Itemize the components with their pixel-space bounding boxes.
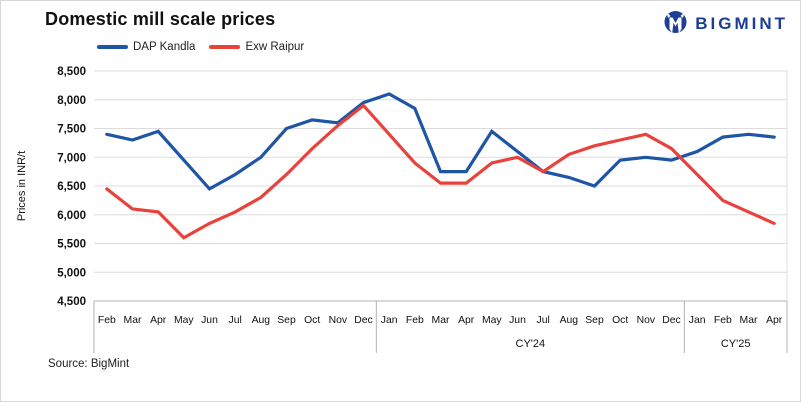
x-axis-labels: Feb Mar Apr May Jun Jul Aug Sep Oct Nov Dec Jan Feb M…: [98, 315, 783, 326]
svg-text:Nov: Nov: [329, 315, 348, 326]
svg-text:8,000: 8,000: [57, 95, 86, 107]
svg-text:Apr: Apr: [458, 315, 475, 326]
legend-item: DAP Kandla: [97, 41, 195, 53]
y-axis-title: Prices in INR/t: [16, 151, 28, 221]
svg-text:CY'24: CY'24: [516, 338, 546, 350]
svg-text:5,000: 5,000: [57, 267, 86, 279]
svg-text:6,500: 6,500: [57, 181, 86, 193]
svg-text:Jul: Jul: [229, 315, 242, 326]
series-line-exw-raipur: [105, 103, 776, 240]
svg-text:7,000: 7,000: [57, 152, 86, 164]
svg-text:Oct: Oct: [612, 315, 628, 326]
svg-text:Oct: Oct: [304, 315, 320, 326]
source-note: Source: BigMint: [48, 358, 130, 370]
svg-text:Dec: Dec: [354, 315, 372, 326]
svg-text:CY'25: CY'25: [721, 338, 751, 350]
svg-text:Aug: Aug: [252, 315, 271, 326]
svg-text:Mar: Mar: [740, 315, 758, 326]
svg-text:Apr: Apr: [766, 315, 783, 326]
page-title: Domestic mill scale prices: [45, 9, 276, 29]
svg-text:May: May: [482, 315, 502, 326]
legend-item: Exw Raipur: [209, 41, 304, 53]
svg-text:Sep: Sep: [585, 315, 604, 326]
svg-text:Dec: Dec: [662, 315, 680, 326]
svg-text:4,500: 4,500: [57, 296, 86, 308]
svg-text:Mar: Mar: [432, 315, 450, 326]
series-line-dap-kandla: [105, 92, 776, 191]
svg-text:Feb: Feb: [406, 315, 424, 326]
svg-text:Jan: Jan: [381, 315, 398, 326]
legend-label: DAP Kandla: [133, 41, 196, 53]
svg-text:Mar: Mar: [124, 315, 142, 326]
year-group-labels: CY'24 CY'25: [93, 301, 788, 353]
svg-text:Jul: Jul: [537, 315, 550, 326]
svg-text:8,500: 8,500: [57, 66, 86, 78]
legend-swatch-dap-kandla: [97, 45, 128, 49]
brand-name: BIGMINT: [695, 13, 788, 33]
svg-text:Aug: Aug: [560, 315, 579, 326]
svg-text:Nov: Nov: [637, 315, 656, 326]
y-axis-labels: 8,500 8,000 7,500 7,000 6,500 6,000 5,500 5,000…: [57, 66, 86, 308]
bigmint-logo-icon: [664, 11, 687, 33]
svg-text:7,500: 7,500: [57, 124, 86, 136]
svg-text:Jun: Jun: [201, 315, 218, 326]
svg-text:Apr: Apr: [150, 315, 167, 326]
svg-text:May: May: [174, 315, 194, 326]
brand-logo: BIGMINT: [662, 10, 788, 37]
gridlines: [94, 70, 788, 302]
chart-legend: DAP Kandla Exw Raipur: [97, 41, 312, 53]
svg-text:6,000: 6,000: [57, 210, 86, 222]
svg-text:Jan: Jan: [689, 315, 706, 326]
svg-text:Feb: Feb: [98, 315, 116, 326]
legend-swatch-exw-raipur: [209, 45, 241, 49]
svg-text:Sep: Sep: [277, 315, 296, 326]
svg-text:Jun: Jun: [509, 315, 526, 326]
svg-text:Feb: Feb: [714, 315, 732, 326]
svg-text:5,500: 5,500: [57, 239, 86, 251]
legend-label: Exw Raipur: [245, 41, 305, 53]
